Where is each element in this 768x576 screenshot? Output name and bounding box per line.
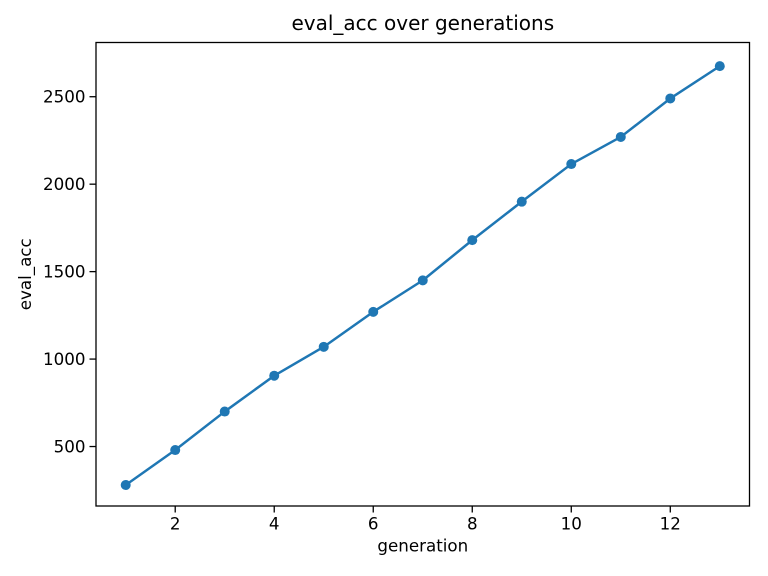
data-point-marker <box>516 196 527 207</box>
y-tick-label: 1500 <box>43 262 85 282</box>
data-point-marker <box>368 306 379 317</box>
data-point-marker <box>714 61 725 72</box>
data-point-marker <box>219 406 230 417</box>
x-tick-label: 6 <box>368 514 379 534</box>
data-point-marker <box>318 341 329 352</box>
data-point-marker <box>170 445 181 456</box>
data-point-marker <box>566 159 577 170</box>
data-point-marker <box>120 480 131 491</box>
data-point-marker <box>665 93 676 104</box>
y-tick-label: 500 <box>54 437 86 457</box>
y-tick-label: 2000 <box>43 174 85 194</box>
y-axis-label: eval_acc <box>15 238 36 310</box>
axes-spines <box>95 41 751 507</box>
plot-area: 2 4 6 8 10 12 500 1000 1500 2000 2500 <box>43 41 751 534</box>
data-point-marker <box>615 131 626 142</box>
x-tick-label: 2 <box>170 514 181 534</box>
x-tick-label: 8 <box>467 514 478 534</box>
x-tick-label: 10 <box>561 514 582 534</box>
x-tick-label: 12 <box>660 514 681 534</box>
y-tick-label: 2500 <box>43 87 85 107</box>
data-point-marker <box>467 235 478 246</box>
data-point-marker <box>269 370 280 381</box>
chart-title: eval_acc over generations <box>291 11 554 35</box>
x-tick-label: 4 <box>269 514 280 534</box>
y-tick-label: 1000 <box>43 349 85 369</box>
x-axis-label: generation <box>377 536 468 556</box>
data-point-marker <box>417 275 428 286</box>
